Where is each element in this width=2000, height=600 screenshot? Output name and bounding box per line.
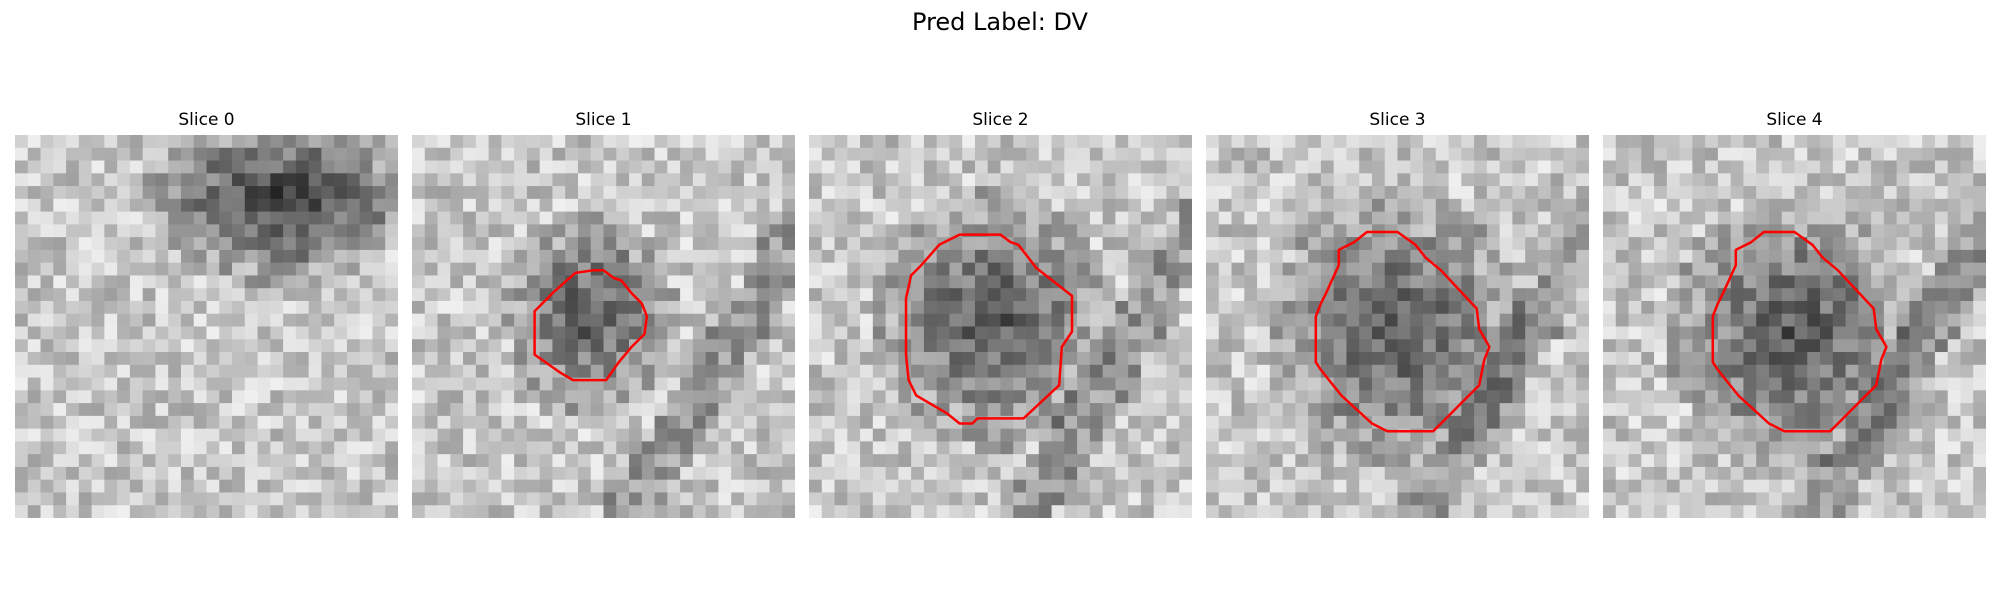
slice-title: Slice 0 [178,110,235,130]
slice-panel: Slice 4 [1603,105,1986,518]
slice-image-svg [1603,135,1986,518]
slice-image [1603,135,1986,518]
slice-image [15,135,398,518]
slice-title: Slice 4 [1766,110,1823,130]
slice-image [412,135,795,518]
slice-panel: Slice 1 [412,105,795,518]
slice-panel: Slice 0 [15,105,398,518]
slice-title: Slice 3 [1369,110,1426,130]
slice-title: Slice 1 [575,110,632,130]
slice-image [809,135,1192,518]
slice-panel: Slice 2 [809,105,1192,518]
segmentation-contour [904,233,1074,425]
slice-image [1206,135,1589,518]
slice-panel: Slice 3 [1206,105,1589,518]
slice-image-svg [1206,135,1589,518]
segmentation-contour [1314,230,1491,433]
segmentation-contour [533,269,649,382]
slice-image-svg [412,135,795,518]
figure-title: Pred Label: DV [912,8,1088,36]
slice-image-svg [15,135,398,518]
segmentation-contour [1711,230,1888,433]
slice-image-svg [809,135,1192,518]
slice-title: Slice 2 [972,110,1029,130]
